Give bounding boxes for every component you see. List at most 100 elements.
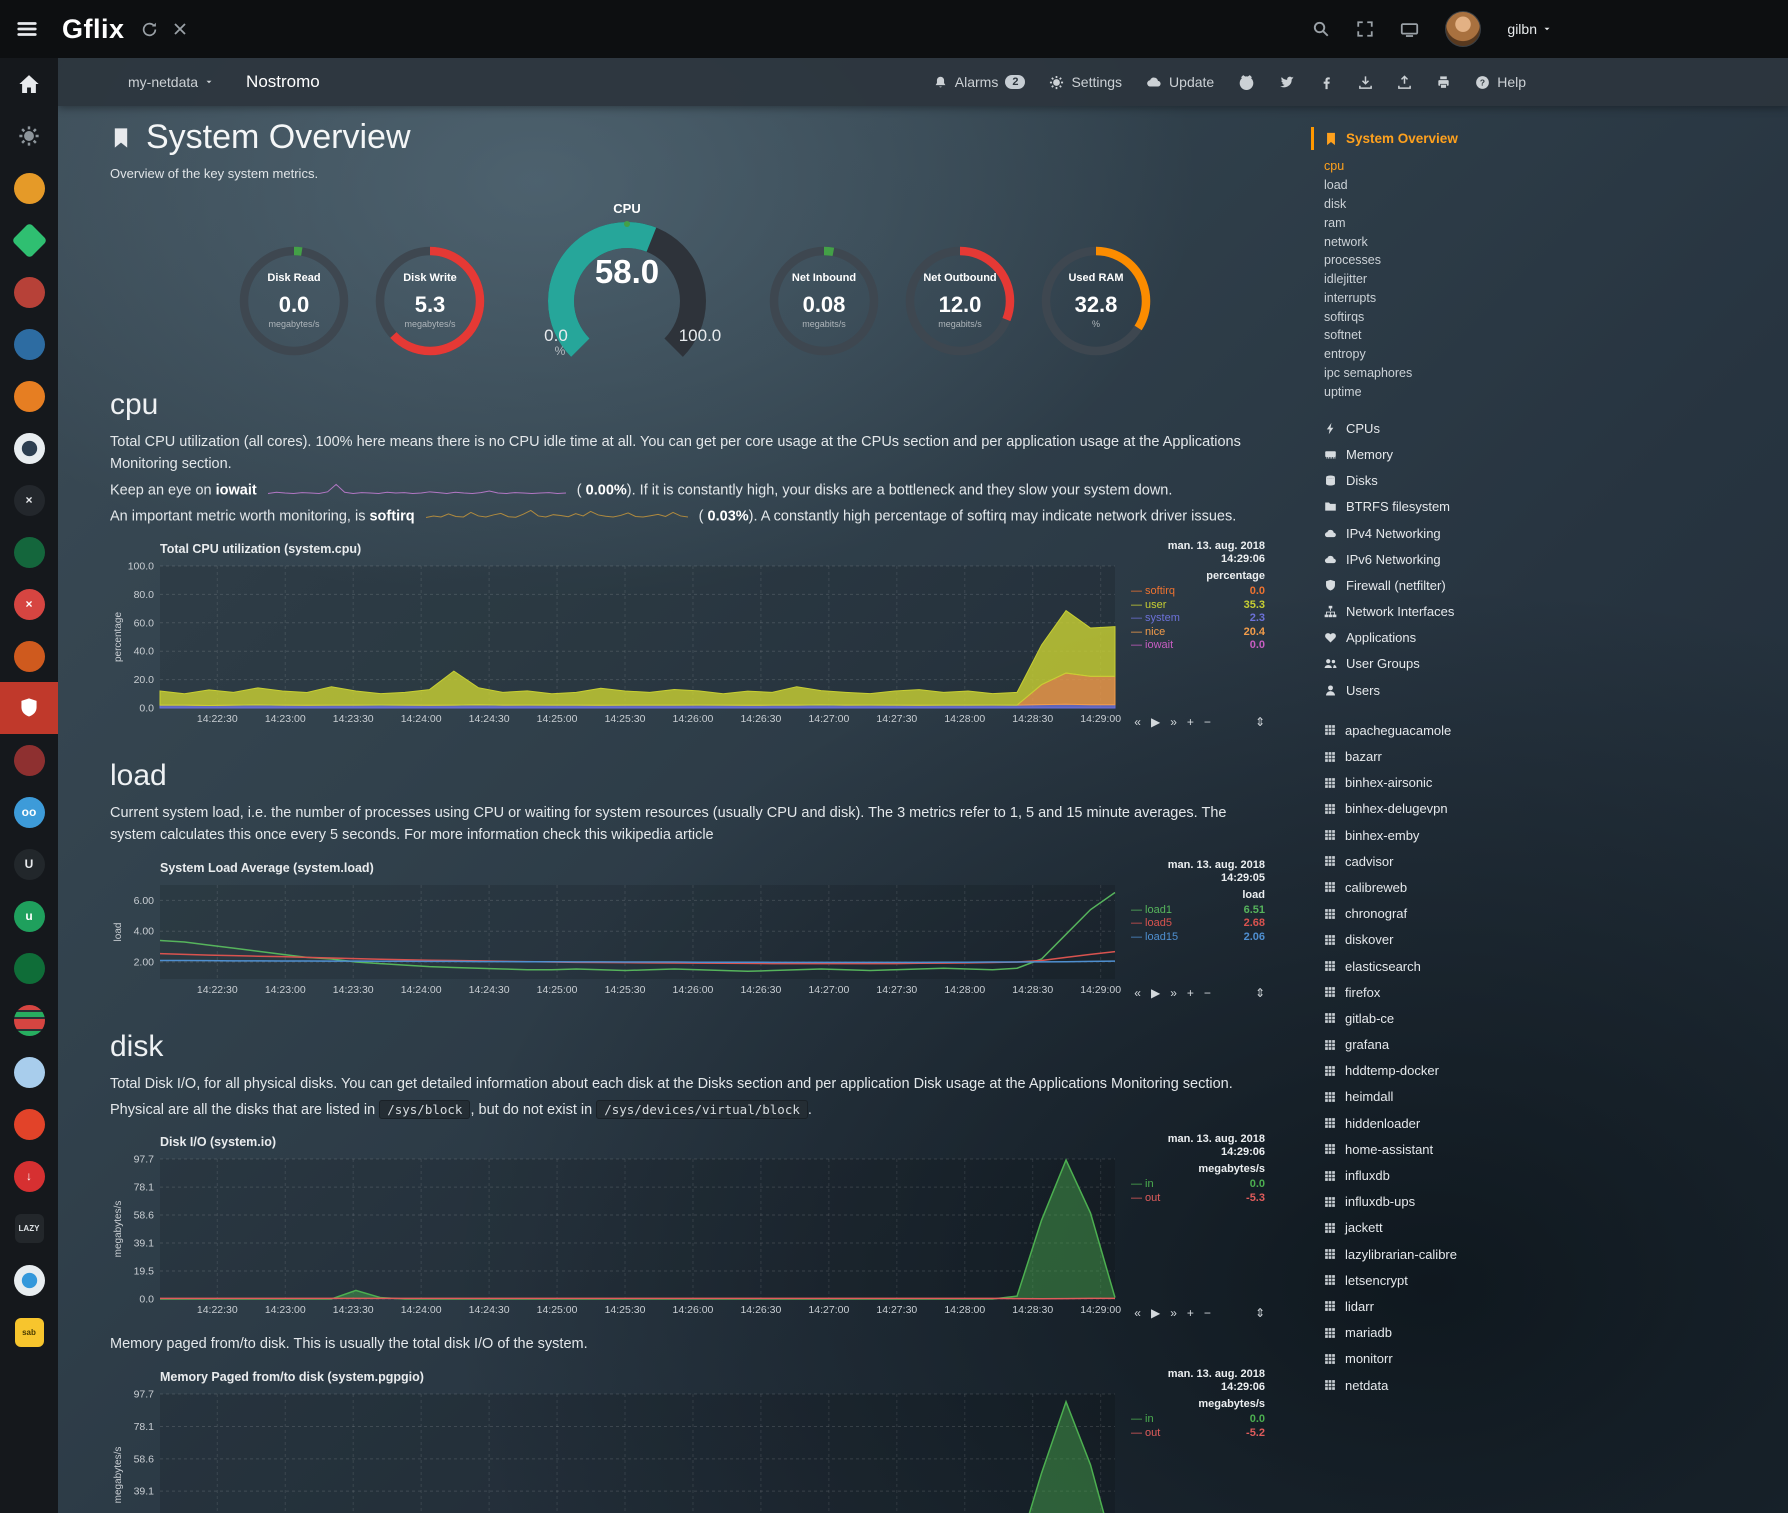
legend-load1[interactable]: — load16.51 bbox=[1131, 904, 1265, 918]
menu-item-network-interfaces[interactable]: Network Interfaces bbox=[1324, 598, 1561, 624]
menu-item-binhex-emby[interactable]: binhex-emby bbox=[1324, 822, 1561, 848]
menu-item-letsencrypt[interactable]: letsencrypt bbox=[1324, 1267, 1561, 1293]
menu-subitem-interrupts[interactable]: interrupts bbox=[1324, 288, 1561, 307]
menu-item-diskover[interactable]: diskover bbox=[1324, 927, 1561, 953]
menu-subitem-cpu[interactable]: cpu bbox=[1324, 157, 1561, 176]
menu-item-heimdall[interactable]: heimdall bbox=[1324, 1084, 1561, 1110]
import-button[interactable] bbox=[1358, 75, 1373, 90]
chart-zoom-in-button[interactable]: + bbox=[1187, 1306, 1194, 1320]
chart-resize-handle[interactable]: ⇕ bbox=[1255, 1306, 1265, 1320]
menu-item-lidarr[interactable]: lidarr bbox=[1324, 1293, 1561, 1319]
user-menu[interactable]: gilbn bbox=[1507, 21, 1552, 37]
menu-subitem-processes[interactable]: processes bbox=[1324, 251, 1561, 270]
menu-item-elasticsearch[interactable]: elasticsearch bbox=[1324, 953, 1561, 979]
chart-zoom-in-button[interactable]: + bbox=[1187, 986, 1194, 1000]
legend-system[interactable]: — system2.3 bbox=[1131, 612, 1265, 626]
menu-item-system-overview[interactable]: System Overview bbox=[1311, 127, 1561, 150]
sidebar-item-app-burnt-orange[interactable] bbox=[0, 630, 58, 682]
gauge-used-ram[interactable]: Used RAM32.8% bbox=[1040, 245, 1152, 362]
legend-user[interactable]: — user35.3 bbox=[1131, 599, 1265, 613]
gauge-disk-read[interactable]: Disk Read0.0megabytes/s bbox=[238, 245, 350, 362]
menu-item-bazarr[interactable]: bazarr bbox=[1324, 743, 1561, 769]
sidebar-item-app-blue-oo[interactable]: oo bbox=[0, 786, 58, 838]
print-button[interactable] bbox=[1436, 75, 1451, 90]
menu-subitem-ram[interactable]: ram bbox=[1324, 213, 1561, 232]
legend-in[interactable]: — in0.0 bbox=[1131, 1413, 1265, 1427]
menu-item-binhex-airsonic[interactable]: binhex-airsonic bbox=[1324, 770, 1561, 796]
chart-pan-backward-button[interactable]: « bbox=[1134, 1306, 1141, 1320]
legend-load15[interactable]: — load152.06 bbox=[1131, 931, 1265, 945]
chart-canvas-area[interactable]: 0.019.539.158.678.197.714:22:3014:23:001… bbox=[110, 1386, 1125, 1513]
sidebar-item-app-red-download[interactable]: ↓ bbox=[0, 1150, 58, 1202]
sidebar-item-app-dark-red[interactable] bbox=[0, 734, 58, 786]
facebook-button[interactable] bbox=[1319, 75, 1334, 90]
sidebar-item-app-water-drop[interactable] bbox=[0, 1254, 58, 1306]
settings-button[interactable]: Settings bbox=[1049, 74, 1122, 90]
sidebar-item-app-green-u[interactable]: u bbox=[0, 890, 58, 942]
menu-item-hiddenloader[interactable]: hiddenloader bbox=[1324, 1110, 1561, 1136]
menu-item-jackett[interactable]: jackett bbox=[1324, 1215, 1561, 1241]
menu-item-disks[interactable]: Disks bbox=[1324, 468, 1561, 494]
sidebar-item-app-light-blue[interactable] bbox=[0, 1046, 58, 1098]
sidebar-item-app-red-stack[interactable] bbox=[0, 266, 58, 318]
menu-item-ipv4-networking[interactable]: IPv4 Networking bbox=[1324, 520, 1561, 546]
chart-resize-handle[interactable]: ⇕ bbox=[1255, 986, 1265, 1000]
refresh-tab-icon[interactable] bbox=[141, 21, 158, 38]
chart-zoom-in-button[interactable]: + bbox=[1187, 715, 1194, 729]
menu-item-memory[interactable]: Memory bbox=[1324, 441, 1561, 467]
menu-item-calibreweb[interactable]: calibreweb bbox=[1324, 874, 1561, 900]
sidebar-item-app-orange-search[interactable] bbox=[0, 370, 58, 422]
legend-iowait[interactable]: — iowait0.0 bbox=[1131, 639, 1265, 653]
twitter-button[interactable] bbox=[1279, 74, 1295, 90]
legend-out[interactable]: — out-5.2 bbox=[1131, 1427, 1265, 1441]
gauge-net-inbound[interactable]: Net Inbound0.08megabits/s bbox=[768, 245, 880, 362]
menu-subitem-softnet[interactable]: softnet bbox=[1324, 326, 1561, 345]
menu-item-binhex-delugevpn[interactable]: binhex-delugevpn bbox=[1324, 796, 1561, 822]
chart-play-button[interactable]: ▶ bbox=[1151, 986, 1160, 1000]
legend-nice[interactable]: — nice20.4 bbox=[1131, 626, 1265, 640]
chart-zoom-out-button[interactable]: − bbox=[1204, 715, 1211, 729]
sidebar-item-app-dark-u[interactable]: U bbox=[0, 838, 58, 890]
export-button[interactable] bbox=[1397, 75, 1412, 90]
sidebar-item-app-gitlab[interactable] bbox=[0, 1098, 58, 1150]
chart-zoom-out-button[interactable]: − bbox=[1204, 1306, 1211, 1320]
menu-item-influxdb-ups[interactable]: influxdb-ups bbox=[1324, 1189, 1561, 1215]
fullscreen-icon[interactable] bbox=[1356, 20, 1374, 38]
menu-item-chronograf[interactable]: chronograf bbox=[1324, 901, 1561, 927]
menu-item-cadvisor[interactable]: cadvisor bbox=[1324, 848, 1561, 874]
avatar[interactable] bbox=[1445, 11, 1481, 47]
chart-canvas-area[interactable]: 0.020.040.060.080.0100.014:22:3014:23:00… bbox=[110, 558, 1125, 733]
gauge-disk-write[interactable]: Disk Write5.3megabytes/s bbox=[374, 245, 486, 362]
menu-item-applications[interactable]: Applications bbox=[1324, 625, 1561, 651]
menu-item-monitorr[interactable]: monitorr bbox=[1324, 1346, 1561, 1372]
menu-item-netdata[interactable]: netdata bbox=[1324, 1372, 1561, 1398]
sidebar-item-app-white-ring[interactable] bbox=[0, 422, 58, 474]
menu-item-apacheguacamole[interactable]: apacheguacamole bbox=[1324, 717, 1561, 743]
menu-item-cpus[interactable]: CPUs bbox=[1324, 415, 1561, 441]
sidebar-item-app-blue-audio[interactable] bbox=[0, 318, 58, 370]
menu-item-influxdb[interactable]: influxdb bbox=[1324, 1162, 1561, 1188]
menu-item-user-groups[interactable]: User Groups bbox=[1324, 651, 1561, 677]
sidebar-item-app-shield-active[interactable] bbox=[0, 682, 58, 734]
sidebar-item-settings[interactable] bbox=[0, 110, 58, 162]
menu-subitem-network[interactable]: network bbox=[1324, 232, 1561, 251]
menu-item-hddtemp-docker[interactable]: hddtemp-docker bbox=[1324, 1058, 1561, 1084]
alarms-button[interactable]: Alarms 2 bbox=[933, 74, 1026, 90]
menu-subitem-uptime[interactable]: uptime bbox=[1324, 382, 1561, 401]
sidebar-item-app-dark-green[interactable] bbox=[0, 526, 58, 578]
github-button[interactable] bbox=[1238, 74, 1255, 91]
close-tab-icon[interactable] bbox=[172, 21, 188, 37]
chart-canvas-area[interactable]: 2.004.006.0014:22:3014:23:0014:23:3014:2… bbox=[110, 877, 1125, 1004]
menu-item-firefox[interactable]: firefox bbox=[1324, 979, 1561, 1005]
menu-item-grafana[interactable]: grafana bbox=[1324, 1031, 1561, 1057]
update-button[interactable]: Update bbox=[1146, 74, 1214, 90]
chart-pan-forward-button[interactable]: » bbox=[1170, 1306, 1177, 1320]
sidebar-item-app-dark-x[interactable]: × bbox=[0, 474, 58, 526]
sidebar-item-app-green-diamond[interactable] bbox=[0, 214, 58, 266]
menu-subitem-entropy[interactable]: entropy bbox=[1324, 345, 1561, 364]
chart-pan-backward-button[interactable]: « bbox=[1134, 715, 1141, 729]
menu-subitem-load[interactable]: load bbox=[1324, 176, 1561, 195]
legend-out[interactable]: — out-5.3 bbox=[1131, 1192, 1265, 1206]
legend-softirq[interactable]: — softirq0.0 bbox=[1131, 585, 1265, 599]
menu-item-mariadb[interactable]: mariadb bbox=[1324, 1320, 1561, 1346]
